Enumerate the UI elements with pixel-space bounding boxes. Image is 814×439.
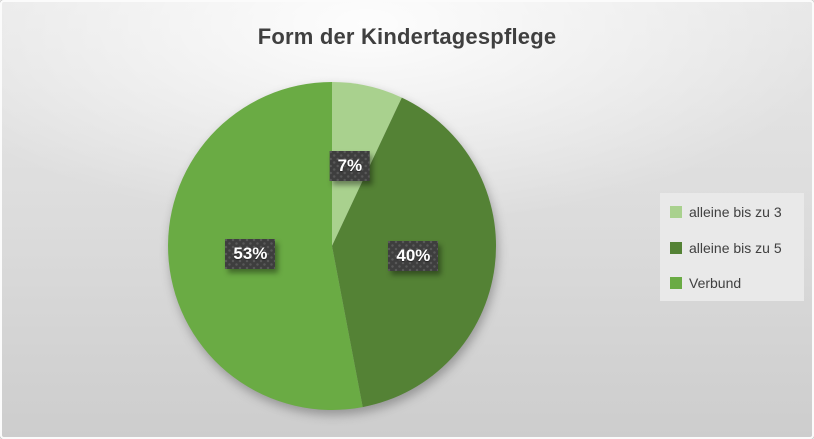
legend: alleine bis zu 3 alleine bis zu 5 Verbun… — [660, 193, 804, 301]
legend-item-verbund[interactable]: Verbund — [670, 275, 794, 291]
legend-item-alleine-bis-zu-5[interactable]: alleine bis zu 5 — [670, 240, 794, 256]
legend-swatch-medium-green — [670, 277, 682, 289]
legend-item-alleine-bis-zu-3[interactable]: alleine bis zu 3 — [670, 204, 794, 220]
legend-swatch-light-green — [670, 206, 682, 218]
data-label-alleine-bis-zu-3: 7% — [330, 151, 371, 181]
legend-label: Verbund — [689, 275, 742, 291]
legend-label: alleine bis zu 5 — [689, 239, 782, 256]
data-label-verbund: 53% — [225, 239, 275, 269]
legend-label: alleine bis zu 3 — [689, 204, 782, 220]
legend-swatch-dark-green — [670, 241, 682, 254]
pie-slice-alleine-bis-zu-3[interactable] — [332, 82, 402, 246]
chart-title: Form der Kindertagespflege — [257, 24, 557, 49]
data-label-alleine-bis-zu-5: 40% — [388, 241, 438, 271]
